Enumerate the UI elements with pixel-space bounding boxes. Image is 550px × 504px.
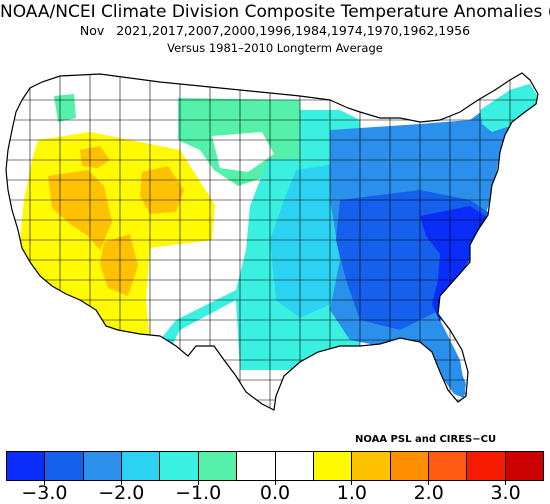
legend-swatch — [160, 451, 199, 481]
legend-swatch — [6, 451, 46, 481]
legend-swatch — [467, 451, 506, 481]
legend-tick-label: −2.0 — [98, 482, 145, 504]
legend-swatch — [505, 451, 545, 481]
legend-swatch — [275, 451, 314, 481]
legend-tick — [43, 481, 45, 485]
legend-swatch — [237, 451, 276, 481]
legend-swatch — [198, 451, 238, 481]
legend-tick-label: 2.0 — [413, 482, 444, 504]
legend-swatch — [83, 451, 123, 481]
legend-swatch — [352, 451, 391, 481]
legend-tick — [505, 481, 507, 485]
color-legend-bar — [6, 451, 545, 481]
legend-tick — [351, 481, 353, 485]
legend-swatch — [45, 451, 84, 481]
legend-tick-label: 3.0 — [490, 482, 521, 504]
legend-tick — [197, 481, 199, 485]
legend-swatch — [313, 451, 353, 481]
us-anomaly-map — [5, 72, 539, 411]
data-credit: NOAA PSL and CIRES−CU — [355, 434, 497, 445]
legend-tick-label: −3.0 — [21, 482, 68, 504]
legend-tick-label: −1.0 — [175, 482, 222, 504]
legend-tick-label: 0.0 — [259, 482, 291, 504]
composite-years: Nov 2021,2017,2007,2000,1996,1984,1974,1… — [79, 23, 471, 38]
baseline-note: Versus 1981–2010 Longterm Average — [167, 41, 383, 55]
legend-swatch — [428, 451, 468, 481]
legend-tick — [120, 481, 122, 485]
legend-tick — [274, 481, 276, 485]
legend-tick-label: 1.0 — [336, 482, 367, 504]
legend-tick — [428, 481, 430, 485]
legend-swatch — [390, 451, 429, 481]
map-title: NOAA/NCEI Climate Division Composite Tem… — [0, 2, 550, 22]
legend-swatch — [122, 451, 161, 481]
